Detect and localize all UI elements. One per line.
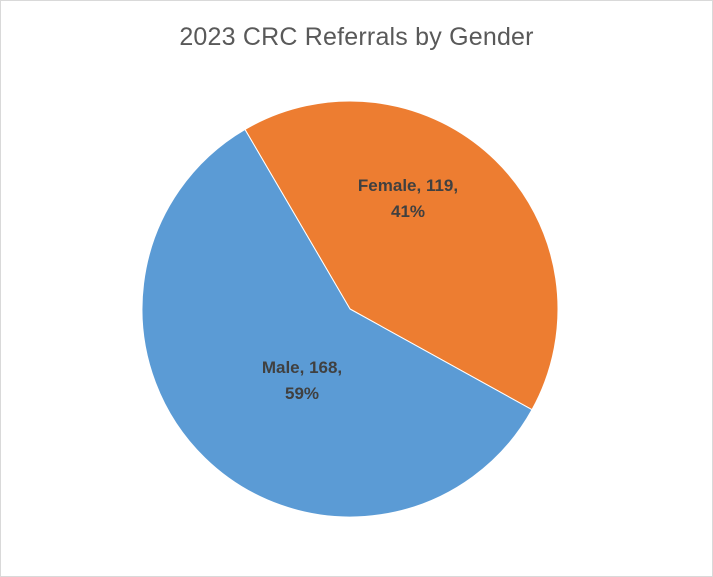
data-label-male: Male, 168, 59%: [262, 358, 342, 403]
data-label-line: Female, 119,: [358, 176, 458, 195]
pie-data-labels: Female, 119, 41% Male, 168, 59%: [262, 176, 458, 403]
data-label-line: Male, 168,: [262, 358, 342, 377]
pie-slices: [141, 100, 559, 518]
data-label-percent: 41%: [391, 202, 425, 221]
data-label-percent: 59%: [285, 384, 319, 403]
pie-slice-female: [244, 100, 559, 411]
data-label-female: Female, 119, 41%: [358, 176, 458, 221]
pie-slice-male: [141, 128, 533, 518]
chart-title: 2023 CRC Referrals by Gender: [179, 23, 534, 51]
